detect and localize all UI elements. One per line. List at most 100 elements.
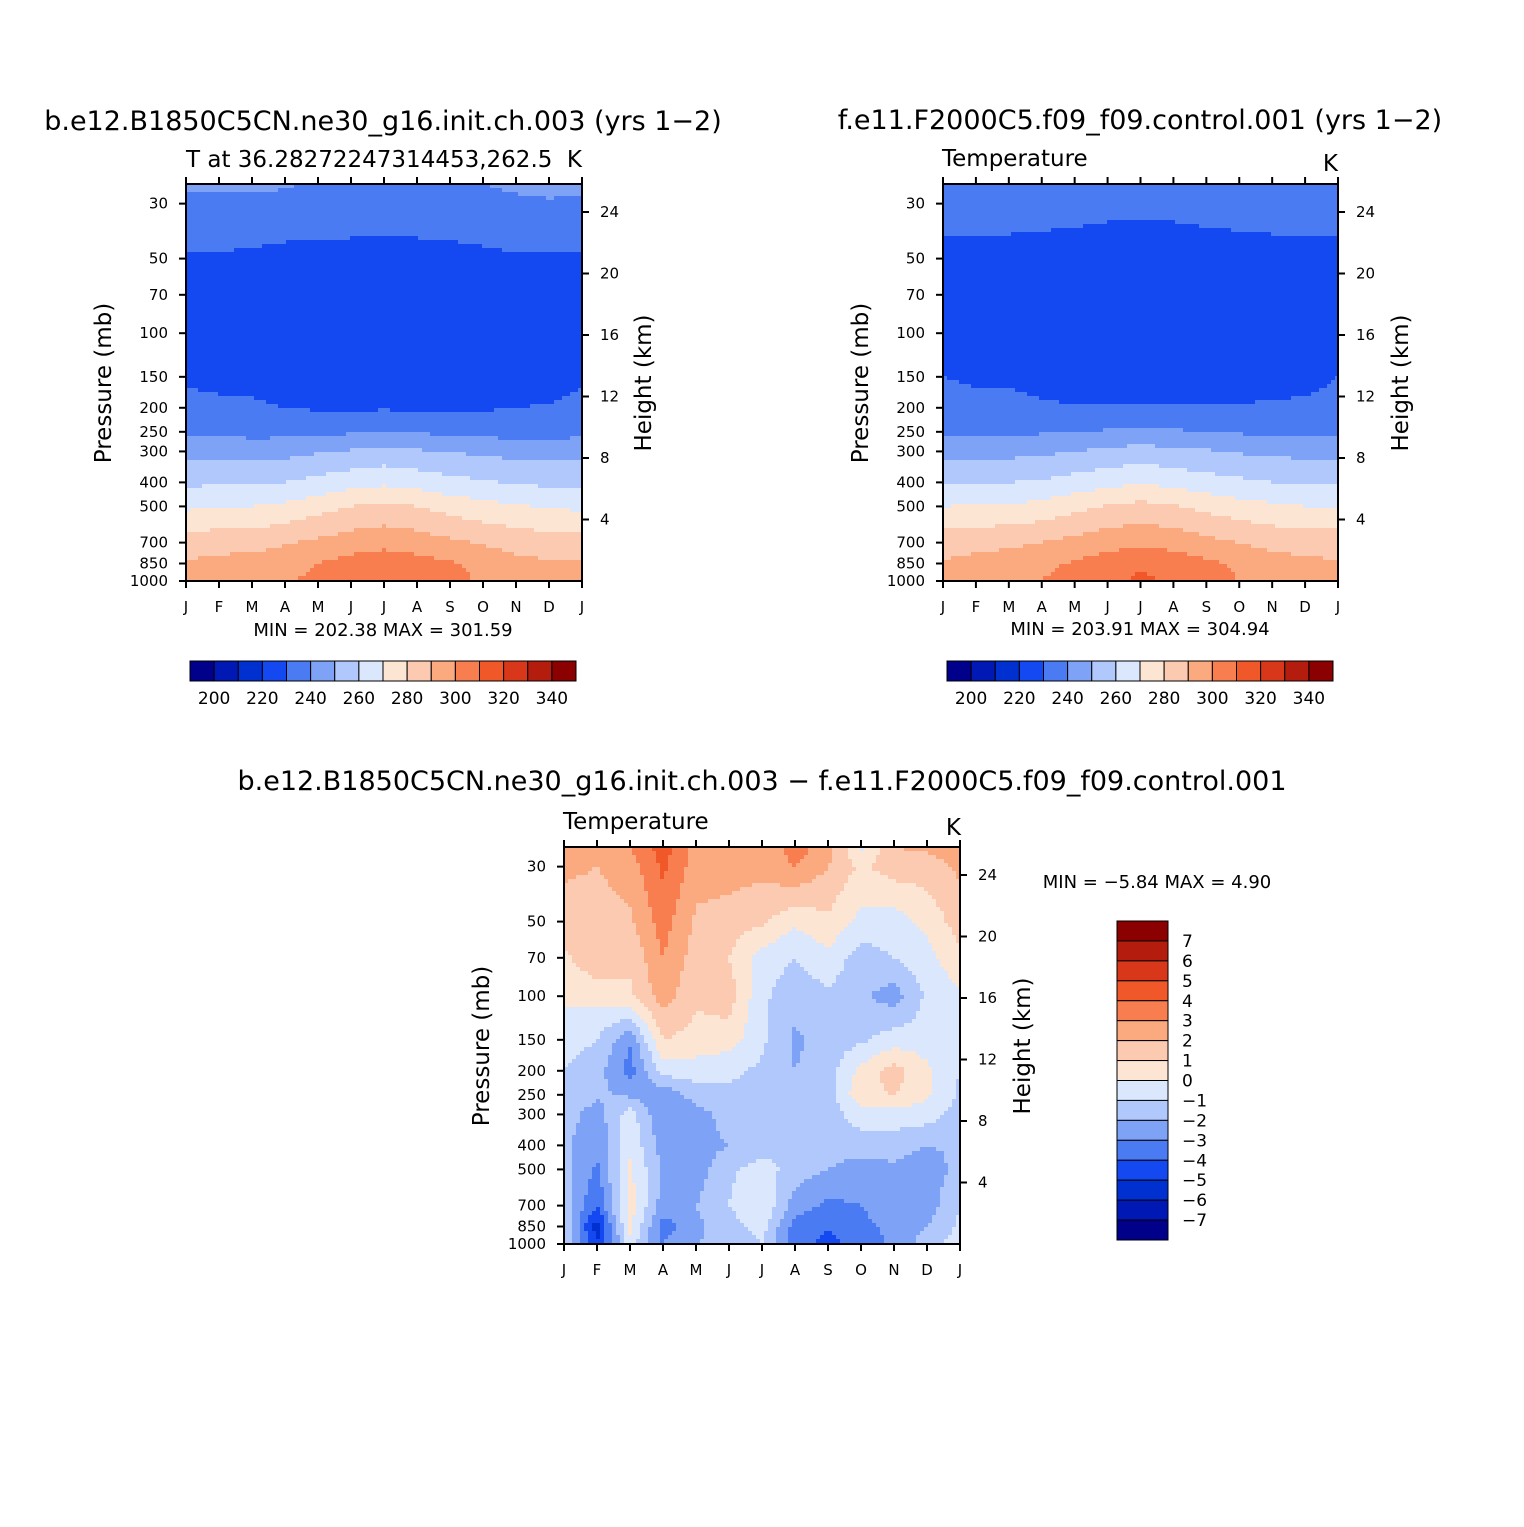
contour-cell [250, 204, 255, 209]
contour-cell [190, 340, 195, 345]
contour-cell [578, 264, 583, 269]
contour-cell [294, 380, 299, 385]
contour-cell [298, 264, 303, 269]
contour-cell [474, 216, 479, 221]
contour-cell [438, 276, 443, 281]
contour-cell [542, 224, 547, 229]
contour-cell [474, 368, 479, 373]
contour-cell [278, 356, 283, 361]
contour-cell [322, 352, 327, 357]
contour-cell [454, 264, 459, 269]
contour-cell [190, 304, 195, 309]
contour-cell [226, 316, 231, 321]
contour-cell [286, 296, 291, 301]
contour-cell [230, 200, 235, 205]
contour-cell [418, 360, 423, 365]
contour-cell [242, 272, 247, 277]
contour-cell [222, 352, 227, 357]
contour-cell [542, 184, 547, 189]
contour-cell [506, 244, 511, 249]
contour-cell [334, 200, 339, 205]
contour-cell [406, 364, 411, 369]
contour-cell [574, 308, 579, 313]
contour-cell [530, 252, 535, 257]
contour-cell [250, 368, 255, 373]
contour-cell [482, 288, 487, 293]
contour-cell [462, 232, 467, 237]
contour-cell [306, 260, 311, 265]
contour-cell [502, 380, 507, 385]
contour-cell [190, 236, 195, 241]
contour-cell [386, 308, 391, 313]
contour-cell [286, 340, 291, 345]
contour-cell [450, 360, 455, 365]
contour-cell [246, 304, 251, 309]
contour-cell [430, 348, 435, 353]
contour-cell [502, 308, 507, 313]
contour-cell [214, 220, 219, 225]
contour-cell [450, 204, 455, 209]
contour-cell [242, 232, 247, 237]
contour-cell [474, 364, 479, 369]
contour-cell [318, 248, 323, 253]
contour-cell [518, 356, 523, 361]
contour-cell [370, 220, 375, 225]
contour-cell [490, 276, 495, 281]
contour-cell [570, 328, 575, 333]
contour-cell [458, 260, 463, 265]
contour-cell [398, 192, 403, 197]
contour-cell [210, 292, 215, 297]
contour-cell [530, 204, 535, 209]
contour-cell [546, 320, 551, 325]
contour-cell [486, 200, 491, 205]
contour-cell [222, 368, 227, 373]
contour-cell [546, 272, 551, 277]
contour-cell [310, 332, 315, 337]
contour-cell [370, 200, 375, 205]
contour-cell [522, 284, 527, 289]
contour-cell [358, 304, 363, 309]
contour-cell [370, 224, 375, 229]
contour-cell [494, 280, 499, 285]
contour-cell [290, 268, 295, 273]
contour-cell [234, 232, 239, 237]
contour-cell [302, 240, 307, 245]
contour-cell [302, 376, 307, 381]
contour-cell [426, 368, 431, 373]
contour-cell [314, 204, 319, 209]
contour-cell [570, 240, 575, 245]
contour-cell [282, 328, 287, 333]
contour-cell [538, 372, 543, 377]
contour-cell [294, 316, 299, 321]
contour-cell [434, 336, 439, 341]
contour-cell [262, 380, 267, 385]
contour-cell [514, 244, 519, 249]
contour-cell [566, 320, 571, 325]
contour-cell [518, 248, 523, 253]
contour-cell [422, 376, 427, 381]
contour-cell [330, 320, 335, 325]
contour-cell [546, 312, 551, 317]
contour-cell [318, 360, 323, 365]
contour-cell [394, 324, 399, 329]
contour-cell [402, 292, 407, 297]
contour-cell [546, 288, 551, 293]
contour-cell [558, 252, 563, 257]
contour-cell [450, 364, 455, 369]
contour-cell [470, 296, 475, 301]
contour-cell [554, 192, 559, 197]
contour-cell [562, 284, 567, 289]
contour-cell [298, 296, 303, 301]
contour-cell [490, 300, 495, 305]
contour-cell [306, 348, 311, 353]
contour-cell [510, 256, 515, 261]
contour-cell [282, 212, 287, 217]
contour-cell [486, 356, 491, 361]
contour-cell [418, 252, 423, 257]
contour-cell [266, 384, 271, 389]
contour-cell [502, 208, 507, 213]
contour-cell [446, 356, 451, 361]
contour-cell [338, 268, 343, 273]
contour-cell [430, 200, 435, 205]
